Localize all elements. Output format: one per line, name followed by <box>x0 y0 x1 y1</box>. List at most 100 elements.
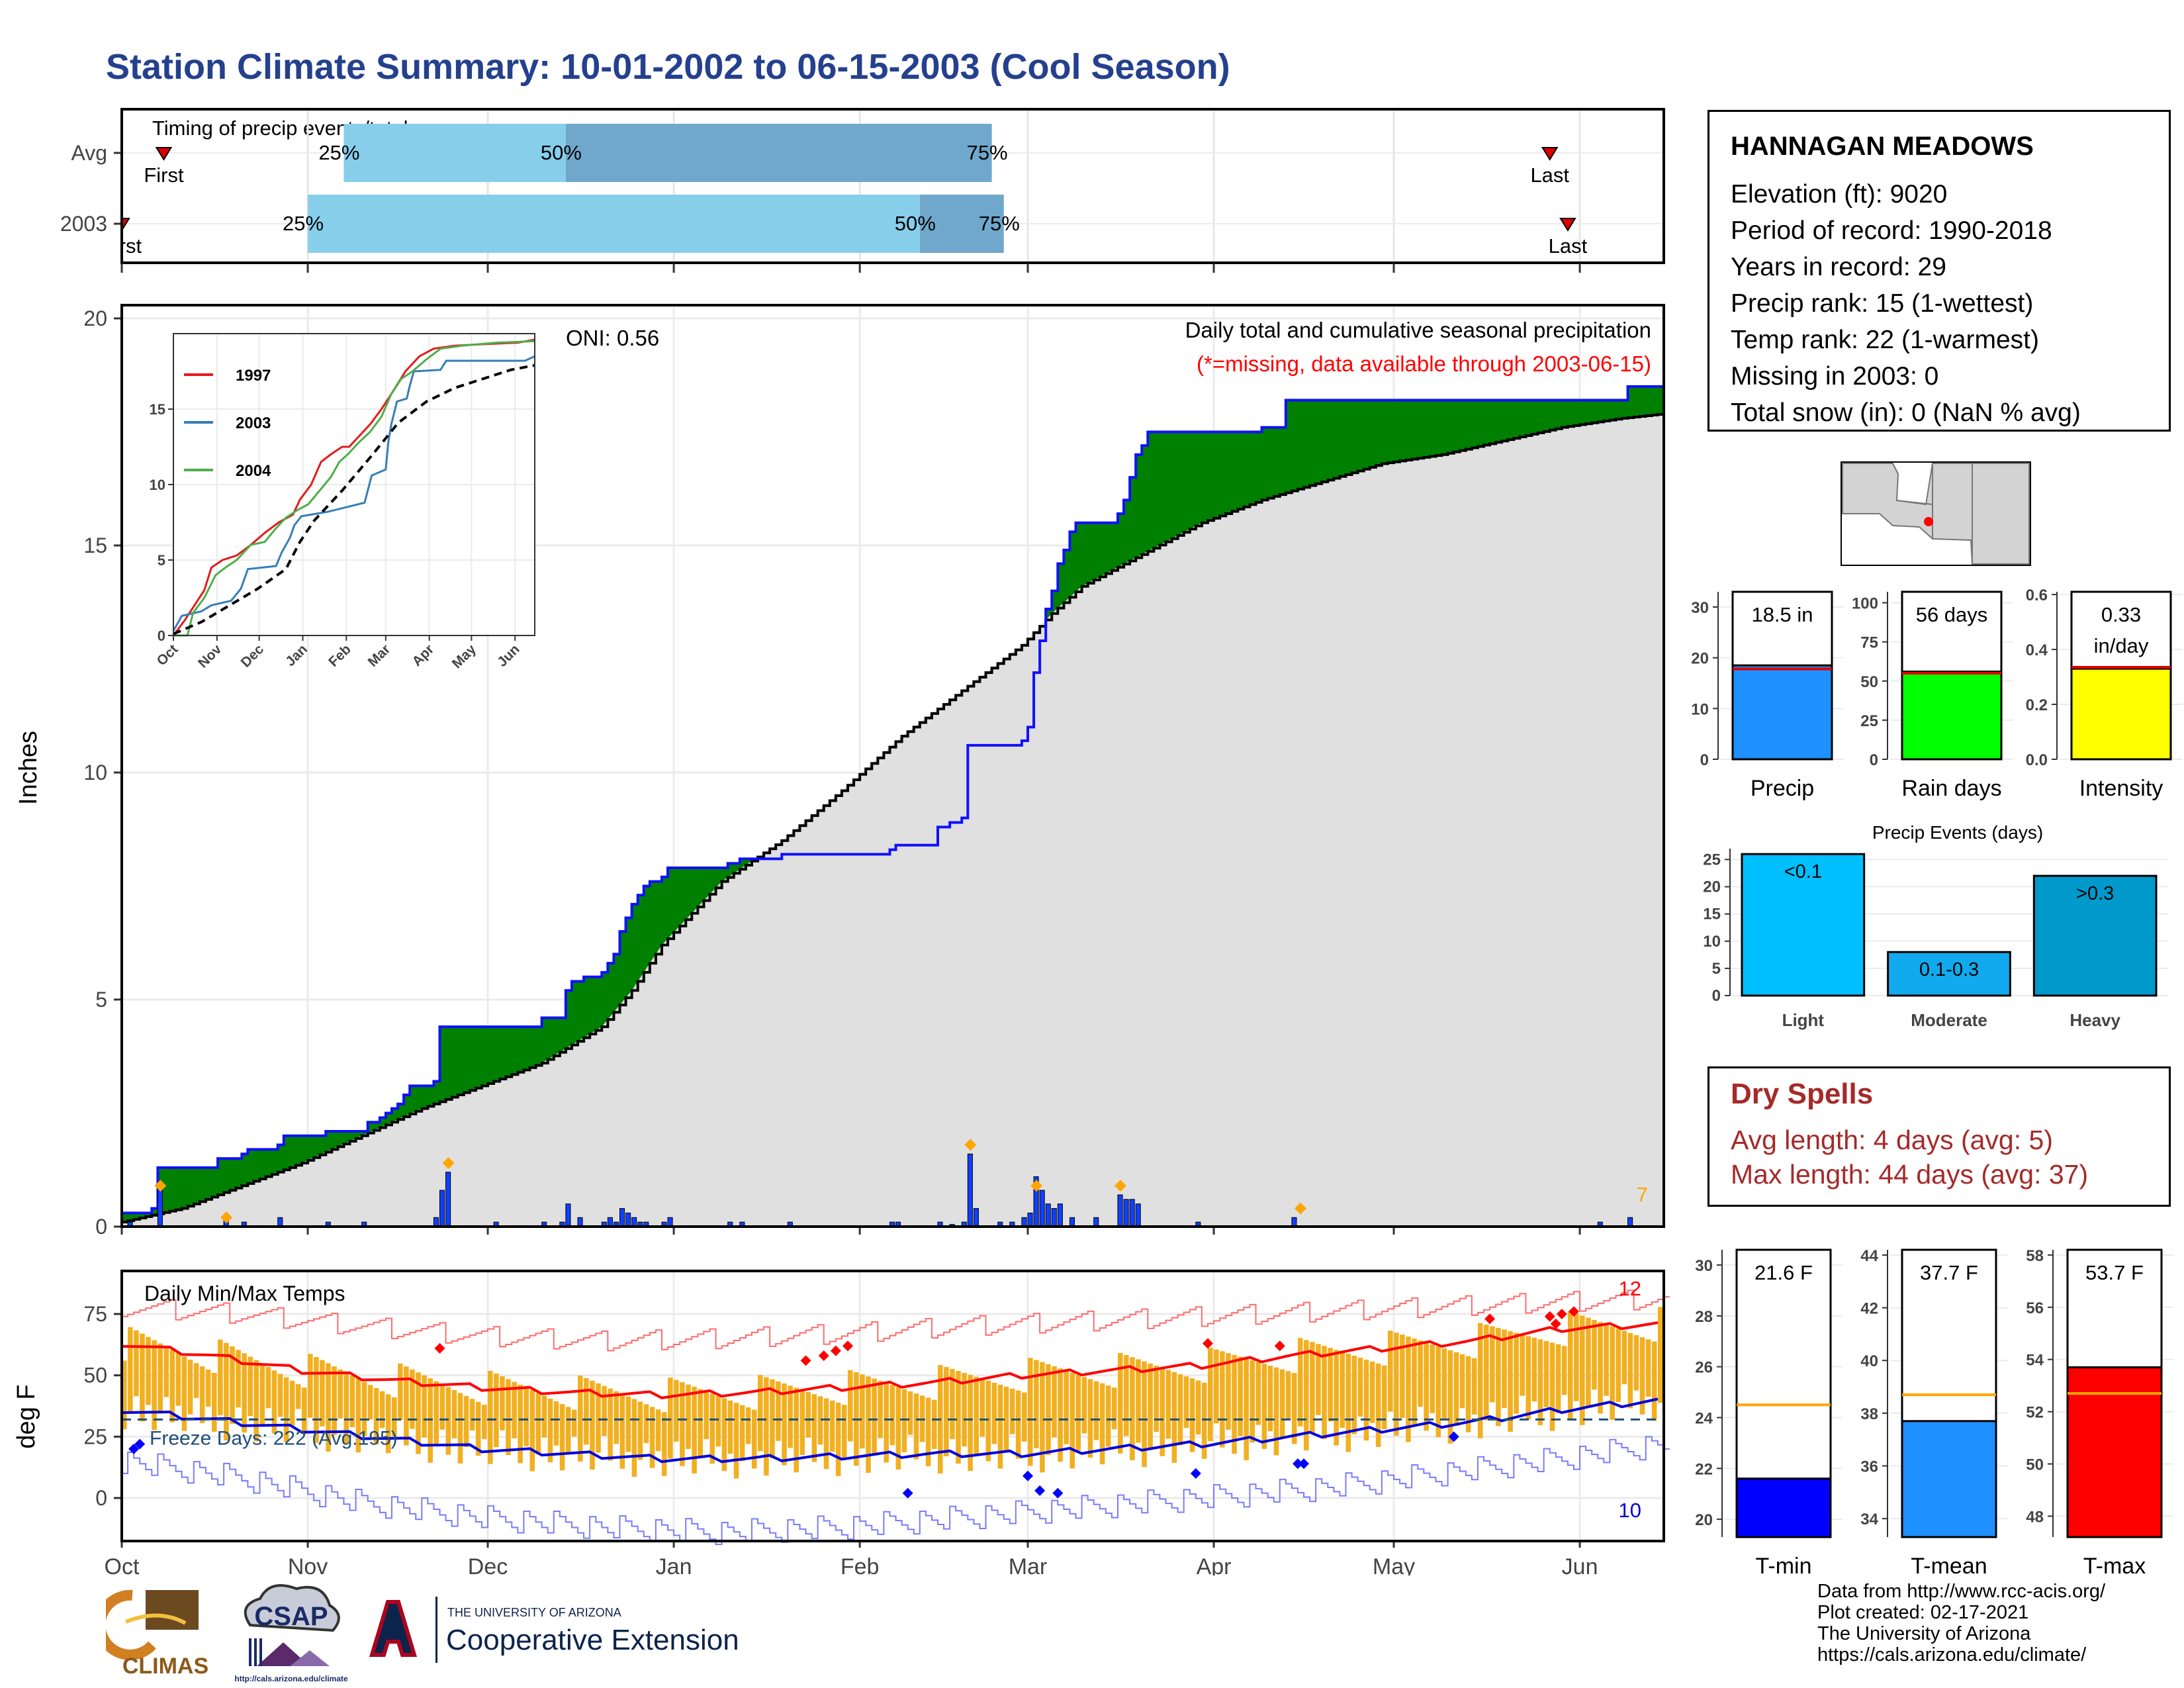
cum-above-avg-fill <box>1375 400 1383 466</box>
cum-above-avg-fill <box>1369 400 1377 468</box>
cum-above-avg-fill <box>619 931 627 1006</box>
temp-summary-category-label: T-mean <box>1911 1554 1987 1575</box>
daily-temp-bar <box>1394 1333 1399 1436</box>
daily-temp-bar <box>410 1369 415 1429</box>
daily-temp-bar <box>253 1360 259 1442</box>
cum-above-avg-fill <box>1531 400 1539 434</box>
daily-temp-bar <box>128 1327 133 1413</box>
daily-temp-bar <box>211 1372 217 1432</box>
cum-above-avg-fill <box>1334 400 1341 479</box>
daily-temp-bar <box>997 1384 1003 1469</box>
freeze-days-label: Freeze Days: 222 (Avg:195) <box>150 1427 398 1449</box>
timing-last-label: Last <box>1549 234 1588 258</box>
cum-above-avg-fill <box>367 1122 375 1133</box>
daily-temp-bar <box>1502 1329 1507 1409</box>
daily-temp-bar <box>332 1366 337 1435</box>
cum-above-avg-fill <box>410 1086 416 1114</box>
daily-temp-bar <box>193 1363 199 1398</box>
daily-precip-bar <box>1069 1217 1075 1227</box>
cum-above-avg-fill <box>1387 400 1394 463</box>
daily-temp-bar <box>614 1391 619 1444</box>
daily-temp-bar <box>1604 1324 1609 1396</box>
cum-above-avg-fill <box>1148 432 1154 551</box>
daily-temp-bar <box>1369 1361 1375 1423</box>
daily-temp-bar <box>1418 1340 1423 1407</box>
cum-above-avg-fill <box>1316 400 1322 484</box>
temp-summary-tick-label: 36 <box>1860 1458 1878 1476</box>
inset-chart: 0 5 10 15 Oct Nov Dec Jan Feb Mar Apr May Jun 1997 200… <box>150 333 535 671</box>
temp-summary-tick-label: 28 <box>1695 1308 1713 1326</box>
daily-temp-bar <box>451 1389 457 1438</box>
cum-above-avg-fill <box>698 868 705 908</box>
cum-above-avg-fill <box>1093 522 1101 581</box>
daily-temp-bar <box>770 1379 775 1458</box>
daily-temp-bar <box>481 1405 487 1440</box>
cum-above-avg-fill <box>643 886 651 972</box>
daily-temp-bar <box>1027 1358 1033 1466</box>
cum-above-avg-fill <box>1345 400 1353 475</box>
cum-above-avg-fill <box>1567 400 1574 427</box>
daily-temp-bar <box>271 1370 277 1434</box>
cum-above-avg-fill <box>1465 400 1473 449</box>
cum-above-avg-fill <box>1069 532 1077 598</box>
daily-temp-bar <box>1250 1360 1255 1443</box>
cum-above-avg-fill <box>733 863 741 874</box>
cum-above-avg-fill <box>1058 563 1064 608</box>
cum-above-avg-fill <box>1297 400 1304 489</box>
daily-temp-bar <box>1214 1349 1219 1424</box>
daily-temp-bar <box>1165 1370 1171 1439</box>
daily-temp-bar <box>1183 1376 1189 1428</box>
precip-summary-tick-label: 0.6 <box>2026 586 2048 604</box>
daily-temp-bar <box>956 1370 961 1464</box>
cum-above-avg-fill <box>1267 427 1275 498</box>
daily-temp-bar <box>1657 1307 1663 1403</box>
daily-temp-bar <box>1009 1388 1015 1434</box>
cum-above-avg-fill <box>655 881 662 955</box>
daily-temp-bar <box>1651 1341 1657 1421</box>
daily-temp-bar <box>1148 1363 1153 1450</box>
daily-temp-bar <box>643 1404 649 1443</box>
precip-events-chart: Precip Events (days) 0 5 10 15 20 25 <0.1 Light… <box>1703 822 2168 1030</box>
dry-spells-avg: Avg length: 4 days (avg: 5) <box>1731 1125 2053 1155</box>
cum-above-avg-fill <box>1574 400 1580 426</box>
cum-above-avg-fill <box>668 868 674 939</box>
precip-events-title: Precip Events (days) <box>1872 822 2043 843</box>
precip-events-bar-label: 0.1-0.3 <box>1919 959 1979 980</box>
daily-temp-bar <box>835 1402 841 1476</box>
dry-spells-box: Dry Spells Avg length: 4 days (avg: 5) M… <box>1707 1066 2171 1207</box>
cum-above-avg-fill <box>1651 386 1659 416</box>
daily-temp-bar <box>1459 1354 1465 1409</box>
daily-temp-bar <box>205 1370 211 1407</box>
cum-above-avg-fill <box>1099 522 1107 577</box>
daily-temp-bar <box>1160 1368 1165 1456</box>
station-name: HANNAGAN MEADOWS <box>1731 132 2034 161</box>
daily-temp-bar <box>1111 1387 1117 1430</box>
precip-summary-tick-label: 50 <box>1860 673 1878 691</box>
daily-temp-bar <box>878 1380 883 1438</box>
daily-temp-bar <box>1285 1371 1291 1421</box>
cum-above-avg-fill <box>1214 432 1220 518</box>
daily-temp-bar <box>463 1395 469 1447</box>
cum-above-avg-fill <box>1328 400 1334 481</box>
precip-summary-value-label: in/day <box>2094 634 2149 657</box>
timing-p75-label: 75% <box>967 141 1008 164</box>
cum-above-avg-fill <box>230 1158 236 1191</box>
daily-temp-bar <box>1496 1328 1501 1427</box>
cum-above-avg-fill <box>692 868 698 914</box>
inset-x-tick-label: Oct <box>154 641 181 669</box>
daily-temp-bar <box>782 1383 787 1466</box>
cum-above-avg-fill <box>1124 500 1130 565</box>
precip-events-tick-label: 15 <box>1703 906 1721 923</box>
cum-above-avg-fill <box>1418 400 1424 459</box>
daily-temp-bar <box>1195 1380 1201 1435</box>
timing-chart: Timing of precip events/totals 25% 50% 75%… <box>0 99 1665 285</box>
temp-summary-chart: 20 22 24 26 28 30 21.6 F T-min 34 36 38 40 42 44 37.7 … <box>1695 1247 2173 1575</box>
cum-above-avg-fill <box>404 1095 410 1117</box>
cum-above-avg-fill <box>361 1131 369 1136</box>
cum-above-avg-fill <box>590 976 596 1035</box>
cum-above-avg-fill <box>494 1027 500 1082</box>
precip-events-bar-label: >0.3 <box>2076 883 2114 904</box>
daily-precip-bar <box>439 1190 445 1227</box>
daily-temp-bar <box>733 1403 739 1479</box>
dry-spells-max: Max length: 44 days (avg: 37) <box>1731 1159 2089 1190</box>
